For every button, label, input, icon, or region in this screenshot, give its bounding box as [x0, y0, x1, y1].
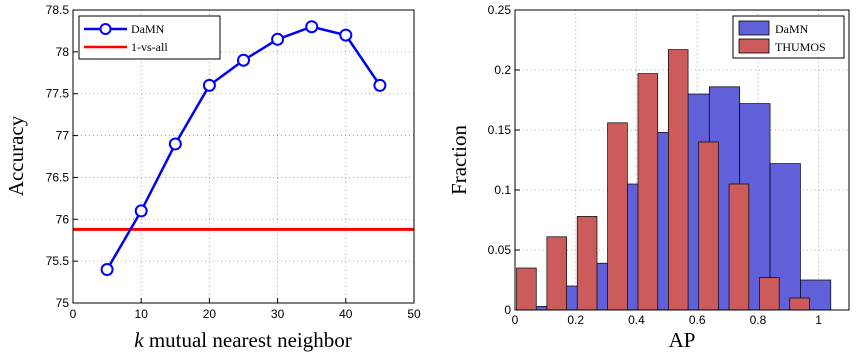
left-x-tick-label: 10: [135, 307, 149, 321]
left-y-tick-label: 78.5: [46, 3, 70, 17]
histogram-bars: [516, 49, 832, 311]
left-x-tick-label: 20: [203, 307, 217, 321]
x-axis-label-rest: mutual nearest neighbor: [144, 328, 352, 352]
left-x-tick-label: 0: [70, 307, 77, 321]
left-y-tick-label: 77: [56, 129, 70, 143]
right-plot-frame: [514, 9, 850, 311]
legend-baseline-label: 1-vs-all: [131, 40, 168, 54]
legend-damn-label: DaMN: [131, 22, 165, 36]
bar-thumos: [728, 183, 750, 311]
accuracy-chart: 0 10 20 30 40 50 75 75.5 76 76.5 77 77.5 78 78.5 DaMN…: [4, 3, 421, 352]
right-x-tick-label: 1: [815, 313, 822, 327]
bar-thumos: [667, 49, 689, 311]
left-x-tick-label: 50: [407, 307, 421, 321]
left-x-tick-label: 40: [339, 307, 353, 321]
legend-damn-marker: [99, 23, 112, 35]
left-x-axis-label: k mutual nearest neighbor: [134, 328, 352, 352]
right-y-axis-label: Fraction: [447, 125, 471, 195]
bar-thumos: [576, 216, 598, 311]
bar-thumos: [698, 141, 719, 311]
right-y-tick-label: 0.15: [488, 123, 512, 137]
legend-damn-bar-label: DaMN: [775, 22, 809, 36]
right-y-tick-label: 0.1: [494, 183, 511, 197]
damn-point: [237, 53, 250, 67]
left-legend: DaMN 1-vs-all: [78, 15, 221, 60]
right-y-tick-label: 0.25: [488, 3, 512, 17]
right-x-tick-label: 0.4: [628, 313, 645, 327]
ap-histogram-chart: 0 0.2 0.4 0.6 0.8 1 0 0.05 0.1 0.15 0.2 0.25 DaMN T…: [447, 3, 850, 352]
right-x-tick-label: 0: [512, 313, 519, 327]
left-y-tick-label: 75: [56, 296, 70, 310]
legend-damn-bar-swatch: [738, 20, 770, 36]
right-x-tick-label: 0.8: [750, 313, 767, 327]
right-x-tick-label: 0.6: [689, 313, 706, 327]
left-y-tick-label: 78: [56, 45, 70, 59]
left-y-tick-label: 76.5: [46, 170, 70, 184]
left-x-tick-label: 30: [271, 307, 285, 321]
damn-point: [134, 204, 148, 218]
damn-point: [202, 78, 216, 92]
damn-point: [168, 137, 182, 151]
bar-thumos: [516, 267, 537, 311]
bar-thumos: [789, 297, 810, 311]
x-axis-variable: k: [134, 328, 144, 352]
right-x-tick-label: 0.2: [567, 313, 584, 327]
bar-thumos: [637, 73, 659, 311]
legend-thumos-bar-swatch: [738, 38, 770, 54]
bar-thumos: [607, 122, 628, 311]
damn-point: [271, 32, 285, 46]
left-y-axis-label: Accuracy: [4, 115, 28, 196]
damn-line-group: [100, 20, 387, 277]
left-legend-box: [78, 15, 221, 60]
bar-thumos: [759, 277, 780, 311]
legend-thumos-bar-label: THUMOS: [775, 40, 826, 54]
right-legend: DaMN THUMOS: [732, 15, 845, 59]
left-plot-frame: [72, 9, 415, 304]
damn-point: [100, 263, 114, 277]
right-x-axis-label: AP: [669, 328, 696, 352]
bar-damn: [800, 279, 832, 311]
right-tick-labels: 0 0.2 0.4 0.6 0.8 1 0 0.05 0.1 0.15 0.2 0.25: [488, 3, 823, 327]
right-y-tick-label: 0.05: [488, 243, 512, 257]
right-y-tick-label: 0: [504, 303, 511, 317]
left-y-tick-label: 77.5: [46, 87, 70, 101]
damn-point: [373, 78, 387, 92]
left-tick-labels: 0 10 20 30 40 50 75 75.5 76 76.5 77 77.5 78 78.5: [46, 3, 421, 321]
bar-thumos: [546, 236, 567, 311]
damn-point: [305, 20, 319, 34]
right-y-tick-label: 0.2: [494, 63, 511, 77]
damn-point: [339, 28, 353, 42]
left-y-tick-label: 75.5: [46, 254, 70, 268]
left-y-tick-label: 76: [56, 212, 70, 226]
